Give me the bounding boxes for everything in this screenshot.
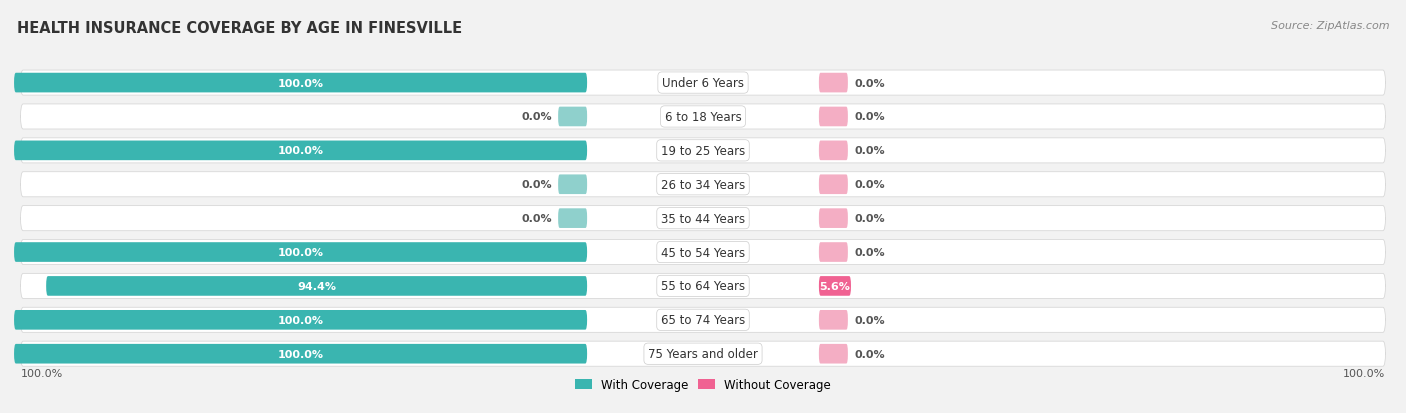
Text: 75 Years and older: 75 Years and older — [648, 347, 758, 360]
Text: 55 to 64 Years: 55 to 64 Years — [661, 280, 745, 293]
FancyBboxPatch shape — [818, 74, 848, 93]
Text: 0.0%: 0.0% — [855, 247, 884, 257]
Text: 0.0%: 0.0% — [522, 214, 551, 223]
FancyBboxPatch shape — [818, 175, 848, 195]
FancyBboxPatch shape — [818, 242, 848, 262]
Text: 5.6%: 5.6% — [820, 281, 851, 291]
FancyBboxPatch shape — [21, 71, 1385, 96]
Text: 0.0%: 0.0% — [855, 112, 884, 122]
Text: 100.0%: 100.0% — [277, 78, 323, 88]
FancyBboxPatch shape — [818, 107, 848, 127]
Text: 0.0%: 0.0% — [855, 214, 884, 223]
Text: 100.0%: 100.0% — [1343, 368, 1385, 378]
FancyBboxPatch shape — [14, 310, 588, 330]
FancyBboxPatch shape — [14, 242, 588, 262]
Text: 100.0%: 100.0% — [277, 349, 323, 359]
Text: 100.0%: 100.0% — [21, 368, 63, 378]
FancyBboxPatch shape — [14, 344, 588, 364]
Text: 100.0%: 100.0% — [277, 315, 323, 325]
Text: 0.0%: 0.0% — [855, 315, 884, 325]
Text: Source: ZipAtlas.com: Source: ZipAtlas.com — [1271, 21, 1389, 31]
Legend: With Coverage, Without Coverage: With Coverage, Without Coverage — [571, 374, 835, 396]
Text: 100.0%: 100.0% — [277, 247, 323, 257]
Text: Under 6 Years: Under 6 Years — [662, 77, 744, 90]
FancyBboxPatch shape — [818, 276, 851, 296]
FancyBboxPatch shape — [21, 138, 1385, 164]
Text: 65 to 74 Years: 65 to 74 Years — [661, 313, 745, 327]
Text: 19 to 25 Years: 19 to 25 Years — [661, 145, 745, 157]
Text: HEALTH INSURANCE COVERAGE BY AGE IN FINESVILLE: HEALTH INSURANCE COVERAGE BY AGE IN FINE… — [17, 21, 463, 36]
FancyBboxPatch shape — [21, 206, 1385, 231]
FancyBboxPatch shape — [14, 141, 588, 161]
FancyBboxPatch shape — [558, 175, 588, 195]
FancyBboxPatch shape — [21, 240, 1385, 265]
FancyBboxPatch shape — [818, 310, 848, 330]
FancyBboxPatch shape — [818, 344, 848, 364]
Text: 45 to 54 Years: 45 to 54 Years — [661, 246, 745, 259]
FancyBboxPatch shape — [818, 209, 848, 228]
FancyBboxPatch shape — [14, 74, 588, 93]
Text: 0.0%: 0.0% — [855, 78, 884, 88]
FancyBboxPatch shape — [21, 308, 1385, 332]
FancyBboxPatch shape — [818, 141, 848, 161]
Text: 100.0%: 100.0% — [277, 146, 323, 156]
Text: 0.0%: 0.0% — [855, 146, 884, 156]
Text: 6 to 18 Years: 6 to 18 Years — [665, 111, 741, 123]
Text: 0.0%: 0.0% — [522, 112, 551, 122]
FancyBboxPatch shape — [21, 341, 1385, 366]
Text: 0.0%: 0.0% — [855, 349, 884, 359]
Text: 26 to 34 Years: 26 to 34 Years — [661, 178, 745, 191]
FancyBboxPatch shape — [558, 209, 588, 228]
FancyBboxPatch shape — [21, 172, 1385, 197]
Text: 35 to 44 Years: 35 to 44 Years — [661, 212, 745, 225]
FancyBboxPatch shape — [21, 104, 1385, 130]
FancyBboxPatch shape — [21, 274, 1385, 299]
Text: 0.0%: 0.0% — [522, 180, 551, 190]
Text: 0.0%: 0.0% — [855, 180, 884, 190]
FancyBboxPatch shape — [46, 276, 588, 296]
FancyBboxPatch shape — [558, 107, 588, 127]
Text: 94.4%: 94.4% — [297, 281, 336, 291]
